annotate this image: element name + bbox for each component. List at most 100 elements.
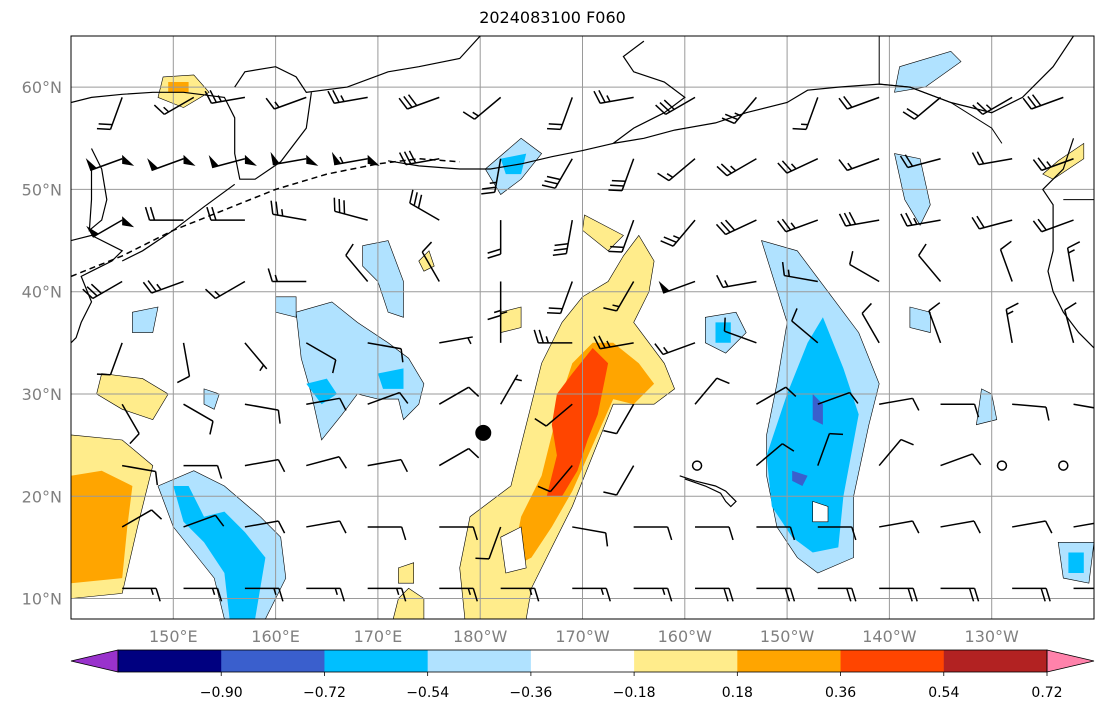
colorbar-segment xyxy=(840,650,945,672)
negative-region-0 xyxy=(295,301,425,441)
wind-barb xyxy=(777,158,819,174)
lon-tick-label: 150°W xyxy=(760,627,815,646)
front-triangle-0 xyxy=(122,154,135,166)
wind-barb xyxy=(147,158,184,172)
lon-tick-label: 170°E xyxy=(354,627,403,646)
wind-barb xyxy=(270,151,307,166)
wind-barb xyxy=(633,587,673,602)
wind-barb xyxy=(848,251,880,283)
wind-barb xyxy=(817,587,857,602)
front-triangle-3 xyxy=(306,154,319,166)
wind-barb xyxy=(928,302,942,344)
wind-barb xyxy=(475,526,502,560)
wind-barb xyxy=(121,403,140,445)
wind-barb xyxy=(918,243,942,282)
wind-barb xyxy=(270,200,307,221)
wind-barb xyxy=(940,520,981,534)
wind-barb xyxy=(900,212,941,227)
wind-barb xyxy=(1064,302,1077,344)
wind-barb xyxy=(756,386,797,405)
wind-barb xyxy=(267,268,307,283)
wind-barb xyxy=(655,96,696,116)
colorbar-segment xyxy=(634,650,738,672)
colorbar-segment xyxy=(943,650,1048,672)
lat-tick-label: 30°N xyxy=(22,385,62,404)
negative-region-16 xyxy=(306,378,337,405)
wind-barb xyxy=(660,219,696,247)
wind-barb xyxy=(838,158,880,172)
lat-tick-label: 40°N xyxy=(22,283,62,302)
wind-barb xyxy=(331,151,368,166)
wind-barb xyxy=(777,218,819,233)
wind-barb xyxy=(176,342,191,384)
wind-barb xyxy=(409,189,440,221)
wind-barb xyxy=(971,215,1013,230)
wind-barb xyxy=(398,150,440,166)
wind-barb xyxy=(695,526,734,541)
lon-tick-label: 130°W xyxy=(965,627,1020,646)
colorbar: −0.90 −0.72 −0.54 −0.36 −0.18 0.18 0.36 0.54 0.7… xyxy=(70,649,1095,701)
wind-barb xyxy=(96,97,123,131)
wind-barb xyxy=(902,96,942,120)
wind-barb xyxy=(547,281,573,315)
wind-barb xyxy=(716,158,757,177)
wind-barb xyxy=(533,329,573,344)
wind-barb xyxy=(367,342,404,363)
wind-barb xyxy=(500,587,540,602)
wind-barb xyxy=(603,465,635,496)
negative-region-6 xyxy=(894,50,962,93)
wind-barb xyxy=(838,95,880,110)
wind-barb xyxy=(265,96,307,110)
wind-barb xyxy=(306,456,347,469)
markers-layer xyxy=(475,424,1069,471)
colorbar-extend-low xyxy=(70,649,119,673)
wind-barb xyxy=(121,509,163,528)
colorbar-tick-label: 0.36 xyxy=(825,685,856,701)
wind-barb xyxy=(487,220,502,259)
wind-barb xyxy=(367,458,409,473)
wind-barb xyxy=(1073,403,1094,409)
wind-barb xyxy=(122,587,161,602)
wind-barb xyxy=(438,447,480,467)
wind-barb xyxy=(1066,241,1081,282)
wind-barb xyxy=(861,302,880,344)
wind-barb xyxy=(971,151,1013,166)
wind-barb xyxy=(499,308,508,343)
open-circle-marker xyxy=(996,460,1008,471)
wind-barb xyxy=(899,154,941,169)
negative-region-18 xyxy=(500,153,527,175)
lon-tick-label: 150°E xyxy=(149,627,198,646)
colorbar-tick-label: −0.90 xyxy=(200,685,243,701)
wind-barb xyxy=(633,526,673,541)
wind-barb xyxy=(345,243,369,282)
wind-barb xyxy=(96,342,123,376)
lon-tick-label: 170°W xyxy=(555,627,610,646)
wind-barb xyxy=(327,89,368,105)
colorbar-segment xyxy=(427,650,532,672)
wind-barb xyxy=(1032,218,1074,233)
wind-barb xyxy=(306,520,347,534)
wind-barb xyxy=(658,280,696,294)
wind-barb xyxy=(142,280,184,294)
wind-barb xyxy=(838,211,880,227)
wind-barb xyxy=(208,154,246,169)
wind-barb xyxy=(537,465,573,493)
wind-barb xyxy=(756,526,796,541)
wind-barb xyxy=(721,96,757,125)
wind-barb xyxy=(654,342,696,356)
wind-barb xyxy=(1073,522,1094,528)
coastline-na-west-coast xyxy=(1042,138,1094,349)
coastline-hawaii-islands xyxy=(679,475,737,508)
colorbar-segment xyxy=(221,650,325,672)
wind-barb xyxy=(1032,157,1074,172)
open-circle-marker xyxy=(691,460,703,471)
wind-barb xyxy=(85,158,123,172)
cold-front-line xyxy=(71,157,460,278)
colorbar-segment xyxy=(118,650,222,672)
wind-barb xyxy=(439,336,473,345)
wind-barb xyxy=(552,219,574,257)
wind-barb xyxy=(438,386,480,405)
colorbar-tick-label: −0.18 xyxy=(613,685,656,701)
negative-region-12 xyxy=(132,306,159,333)
